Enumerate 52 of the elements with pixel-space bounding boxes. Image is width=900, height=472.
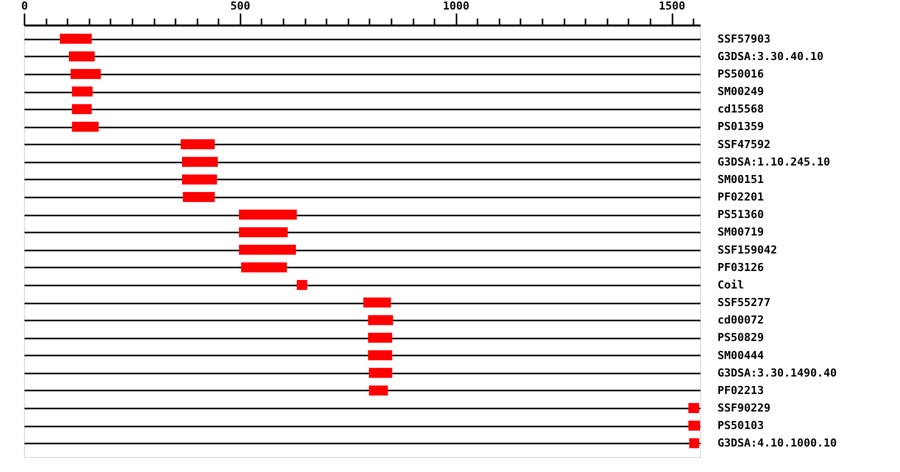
y-tick-label: PF02201	[718, 190, 764, 204]
y-tick-label: PF03126	[718, 260, 764, 274]
bar	[363, 298, 391, 308]
y-tick-label: SSF57903	[718, 32, 770, 46]
x-tick-label: 1500	[658, 0, 686, 12]
bar	[72, 122, 99, 132]
y-tick-label: PS50829	[718, 331, 764, 344]
bar	[180, 139, 215, 150]
bar	[368, 368, 392, 378]
y-tick-label: SM00249	[718, 85, 764, 98]
bar	[238, 210, 297, 220]
bar	[241, 262, 287, 272]
bar	[182, 192, 215, 202]
y-tick-label: cd15568	[718, 102, 764, 116]
y-tick-label: PS50103	[718, 419, 764, 432]
bar	[368, 315, 394, 326]
bar	[182, 156, 218, 167]
bar	[688, 420, 700, 431]
bar	[182, 174, 217, 184]
bar	[238, 227, 288, 238]
bar	[70, 68, 101, 79]
x-tick-label: 1000	[442, 0, 470, 12]
y-tick-label: PS50016	[718, 67, 764, 80]
y-tick-label: PS01359	[718, 120, 764, 134]
bar	[72, 86, 93, 97]
y-tick-label: SSF47592	[718, 138, 770, 151]
bar	[238, 244, 296, 255]
bar	[60, 34, 92, 44]
bar	[688, 403, 700, 414]
bar	[368, 332, 392, 343]
bar	[689, 438, 700, 448]
y-tick-label: PF02213	[718, 384, 764, 397]
bar	[68, 51, 95, 62]
x-tick-label: 500	[230, 0, 250, 12]
y-tick-label: SM00719	[718, 226, 764, 239]
y-tick-label: G3DSA:1.10.245.10	[718, 155, 830, 168]
bar	[296, 280, 308, 290]
y-tick-label: SSF90229	[718, 402, 770, 415]
bar	[368, 350, 392, 360]
y-tick-label: G3DSA:3.30.40.10	[718, 50, 824, 63]
y-tick-label: cd00072	[718, 314, 764, 327]
bar	[72, 104, 92, 114]
y-tick-label: G3DSA:4.10.1000.10	[718, 436, 837, 450]
y-tick-label: PS51360	[718, 208, 764, 222]
y-tick-label: SM00444	[718, 348, 764, 362]
x-tick-label: 0	[21, 0, 28, 12]
y-tick-label: Coil	[718, 278, 744, 292]
y-tick-label: G3DSA:3.30.1490.40	[718, 366, 837, 380]
y-tick-label: SSF55277	[718, 296, 770, 310]
y-tick-label: SM00151	[718, 172, 764, 186]
bar	[368, 385, 388, 396]
y-tick-label: SSF159042	[718, 243, 778, 256]
